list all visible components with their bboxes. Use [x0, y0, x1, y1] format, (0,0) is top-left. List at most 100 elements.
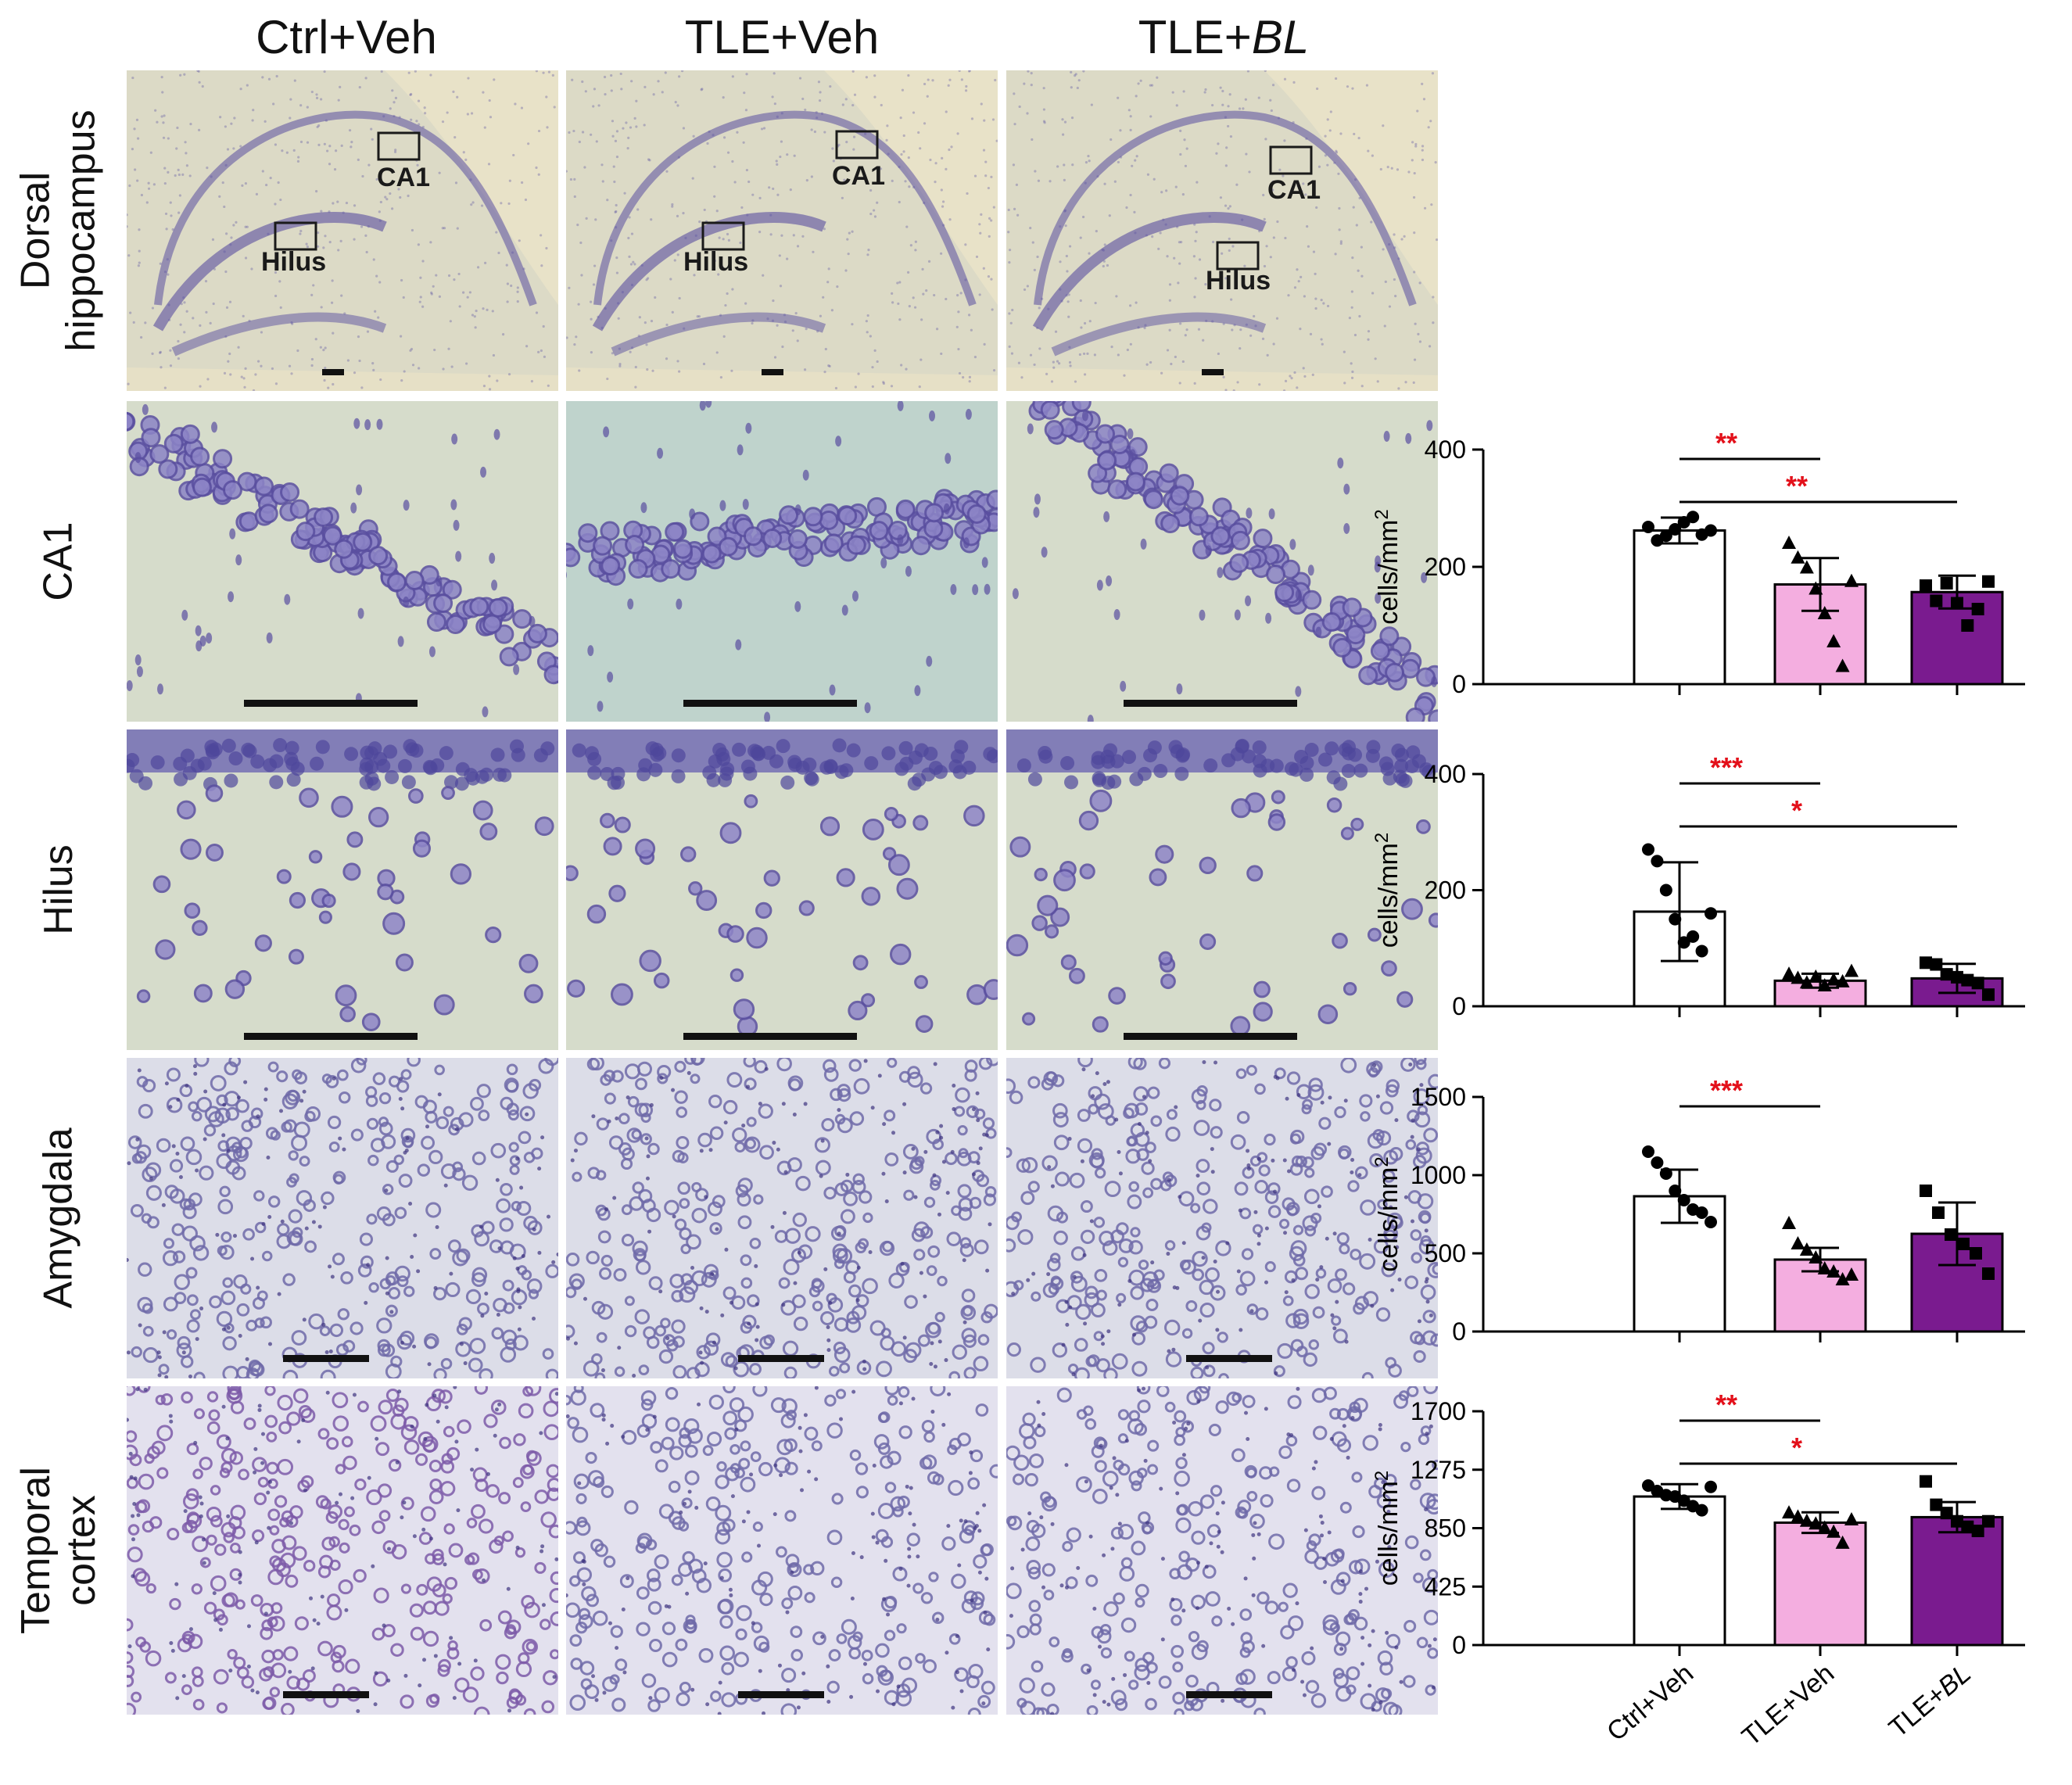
y-tick-label: 850 — [1425, 1514, 1466, 1543]
data-point — [1961, 1520, 1974, 1533]
data-point — [1695, 944, 1708, 958]
y-tick-label: 200 — [1425, 553, 1466, 581]
data-point — [1799, 975, 1814, 989]
data-point — [1982, 1514, 1995, 1528]
data-point — [1642, 1479, 1654, 1492]
data-point — [1920, 956, 1932, 970]
data-point — [1705, 907, 1717, 920]
data-point — [1799, 560, 1814, 574]
significance-stars: * — [1791, 794, 1802, 826]
bar-ctrl-veh — [1633, 1495, 1726, 1647]
y-axis-label: cells/mm2 — [1371, 1156, 1403, 1271]
y-axis-label-superscript: 2 — [1371, 509, 1393, 519]
significance-stars: ** — [1715, 427, 1737, 459]
data-point — [1835, 973, 1850, 987]
y-tick-label: 1000 — [1411, 1161, 1466, 1189]
micrograph-amygdala-ctrl-veh — [127, 1058, 558, 1378]
data-point — [1940, 577, 1953, 590]
data-point — [1940, 1507, 1953, 1520]
data-point — [1945, 1228, 1957, 1241]
data-point — [1705, 1480, 1717, 1493]
data-point — [1957, 1238, 1970, 1250]
y-axis-label: cells/mm2 — [1371, 1471, 1403, 1586]
micrograph-temporal-cortex-tle-veh — [566, 1386, 998, 1715]
data-point — [1687, 930, 1700, 943]
micrograph-amygdala-tle-bl — [1006, 1058, 1438, 1378]
data-point — [1844, 1267, 1859, 1281]
data-point — [1642, 843, 1654, 856]
micrograph-temporal-cortex-ctrl-veh — [127, 1386, 558, 1715]
y-axis-label-text: cells/mm — [1374, 1481, 1403, 1586]
ca1-box-label: CA1 — [377, 163, 430, 192]
data-point — [1651, 855, 1664, 868]
bar-tle-bl — [1910, 590, 2004, 686]
x-category-label: TLE+Veh — [1737, 1658, 1840, 1752]
ca1-box-label: CA1 — [1267, 175, 1321, 205]
data-point — [1961, 619, 1974, 632]
column-header-prefix: TLE+ — [1138, 11, 1252, 63]
data-point — [1695, 1206, 1708, 1219]
data-point — [1835, 1272, 1850, 1285]
data-point — [1971, 977, 1984, 990]
micrograph-temporal-cortex-tle-bl — [1006, 1386, 1438, 1715]
micrograph-hilus-tle-bl — [1006, 729, 1438, 1050]
data-point — [1835, 658, 1850, 672]
data-point — [1695, 1504, 1708, 1517]
data-point — [1791, 550, 1805, 564]
y-tick-label: 0 — [1452, 670, 1466, 698]
y-tick-label: 0 — [1452, 992, 1466, 1020]
micrograph-hilus-ctrl-veh — [127, 729, 558, 1050]
data-point — [1782, 1216, 1796, 1229]
data-point — [1826, 972, 1841, 986]
data-point — [1930, 958, 1943, 971]
data-point — [1782, 966, 1796, 980]
data-point — [1982, 1267, 1995, 1280]
data-point — [1982, 575, 1995, 588]
data-point — [1677, 1494, 1690, 1507]
data-point — [1932, 1206, 1945, 1219]
column-header-suffix: Veh — [798, 11, 880, 63]
significance-stars: *** — [1710, 751, 1743, 783]
data-point — [1940, 968, 1953, 981]
ca1-box-label: CA1 — [832, 161, 885, 191]
data-point — [1971, 1525, 1984, 1538]
y-axis-label-text: cells/mm — [1374, 843, 1403, 948]
data-point — [1651, 1156, 1664, 1169]
micrograph-ca1-ctrl-veh — [127, 401, 558, 722]
data-point — [1844, 1511, 1859, 1525]
micrograph-ca1-tle-bl — [1006, 401, 1438, 722]
bar-ctrl-veh — [1633, 529, 1726, 686]
column-header-ctrl-veh: Ctrl+Veh — [127, 6, 565, 69]
data-point — [1791, 970, 1805, 984]
x-category-label: TLE+BL — [1884, 1658, 1977, 1744]
micrograph-dorsal-hippocampus-tle-bl: CA1 Hilus — [1006, 70, 1438, 391]
y-axis-label: cells/mm2 — [1371, 509, 1403, 624]
data-point — [1791, 1236, 1805, 1249]
micrograph-amygdala-tle-veh — [566, 1058, 998, 1378]
y-axis-label-text: cells/mm — [1374, 1167, 1403, 1272]
data-point — [1705, 1216, 1717, 1228]
micrograph-dorsal-hippocampus-ctrl-veh: CA1 Hilus — [127, 70, 558, 391]
data-point — [1642, 521, 1654, 533]
data-point — [1677, 936, 1690, 949]
hilus-box-label: Hilus — [261, 247, 326, 277]
data-point — [1982, 988, 1995, 1002]
bar-tle-veh — [1773, 1521, 1867, 1647]
data-point — [1669, 1185, 1682, 1197]
data-point — [1920, 1475, 1932, 1488]
y-axis-label-superscript: 2 — [1371, 833, 1393, 843]
data-point — [1961, 973, 1974, 987]
data-point — [1677, 1194, 1690, 1206]
data-point — [1817, 606, 1832, 619]
y-tick-label: 400 — [1425, 760, 1466, 788]
data-point — [1930, 594, 1943, 608]
significance-stars: * — [1791, 1432, 1802, 1464]
y-tick-label: 0 — [1452, 1317, 1466, 1346]
y-tick-label: 0 — [1452, 1631, 1466, 1659]
data-point — [1920, 1185, 1932, 1197]
y-axis-label-superscript: 2 — [1371, 1471, 1393, 1481]
x-category-label: Ctrl+Veh — [1601, 1658, 1699, 1747]
